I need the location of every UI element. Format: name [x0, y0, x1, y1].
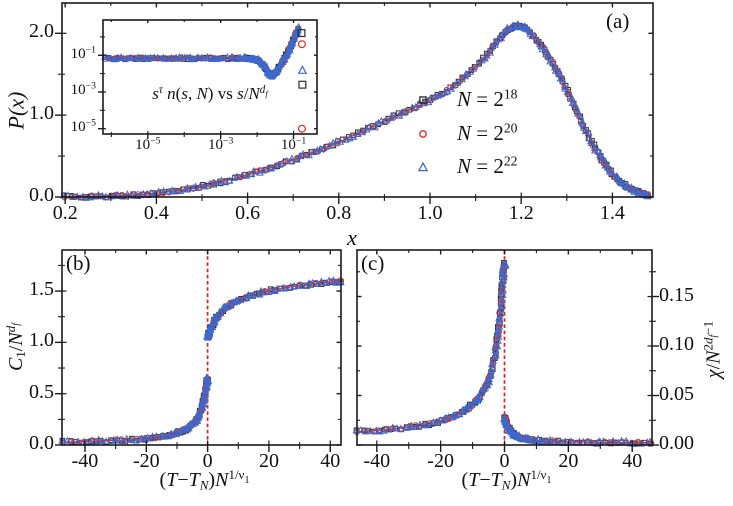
- ytick-label-a: 0.0: [29, 184, 54, 206]
- xtick-label-a: 1.0: [417, 202, 443, 224]
- xtick-label-a: 1.2: [508, 202, 534, 224]
- series-triangles-panel-a: [60, 20, 653, 201]
- xtick-label-b: 0: [202, 450, 213, 472]
- legend-item-1: N = 218: [457, 86, 518, 111]
- ytick-label-a: 2.0: [29, 20, 54, 43]
- xtick-label-b: 40: [320, 450, 341, 472]
- xtick-label-a: 1.4: [599, 202, 625, 224]
- series-triangles-panel-c: [352, 259, 654, 447]
- xtick-label-a: 0.6: [235, 202, 261, 224]
- panel-b-yaxis-title: C1/Ndf: [2, 323, 29, 372]
- xtick-label-a: 0.2: [52, 202, 78, 224]
- panel-b-letter: (b): [66, 251, 91, 275]
- series-triangles-panel-b: [58, 276, 345, 446]
- ytick-label-b: 0.5: [29, 380, 54, 403]
- xtick-label-inset: 10−3: [207, 136, 234, 154]
- xtick-label-c: -20: [427, 450, 454, 472]
- ytick-label-b: 1.0: [29, 329, 54, 352]
- legend-marker-circle-icon: [419, 130, 427, 138]
- panel-a-yaxis-title: P(x): [3, 91, 29, 130]
- legend-marker-triangle-icon: [417, 161, 429, 172]
- xtick-label-b: -40: [71, 450, 99, 472]
- legend-item-2: N = 220: [457, 120, 518, 145]
- panel-b-xaxis-title: (T−TN)N1/ν1: [159, 467, 250, 493]
- ytick-label-c: 0.15: [659, 283, 694, 306]
- panel-a-xaxis-title: x: [347, 225, 357, 250]
- ytick-label-b: 0.0: [29, 432, 54, 454]
- xtick-label-c: 0: [499, 450, 510, 472]
- xtick-label-inset: 10−5: [135, 136, 161, 154]
- xtick-label-b: 20: [258, 450, 279, 472]
- ytick-label-b: 1.5: [29, 278, 54, 301]
- xtick-label-a: 0.8: [326, 202, 352, 224]
- xtick-label-c: 40: [622, 450, 643, 472]
- legend-item-3: N = 222: [457, 153, 518, 179]
- xtick-label-c: -40: [363, 450, 391, 472]
- ytick-label-inset: 10−1: [70, 44, 96, 62]
- xtick-label-a: 0.4: [143, 202, 169, 224]
- ytick-label-c: 0.05: [659, 382, 694, 405]
- panel-c-xaxis-title: (T−TN)N1/ν1: [461, 467, 552, 493]
- series-triangles-panel-inset: [101, 22, 303, 80]
- legend-marker-square-icon: [419, 96, 427, 104]
- ytick-label-c: 0.10: [659, 333, 694, 355]
- xtick-label-c: 20: [558, 450, 579, 472]
- ytick-label-inset: 10−3: [70, 80, 96, 99]
- inset-annotation: sτ n(s, N) vs s/Ndf: [152, 84, 268, 104]
- ytick-label-a: 1.0: [29, 102, 54, 125]
- xtick-label-b: -20: [132, 450, 160, 472]
- panel-a-letter: (a): [606, 9, 630, 33]
- panel-c-letter: (c): [361, 251, 385, 275]
- panel-c-yaxis-title: χ/N2df−1: [700, 320, 725, 379]
- ytick-label-inset: 10−5: [70, 117, 96, 136]
- ytick-label-c: 0.00: [659, 432, 694, 454]
- xtick-label-inset: 10−1: [280, 136, 307, 154]
